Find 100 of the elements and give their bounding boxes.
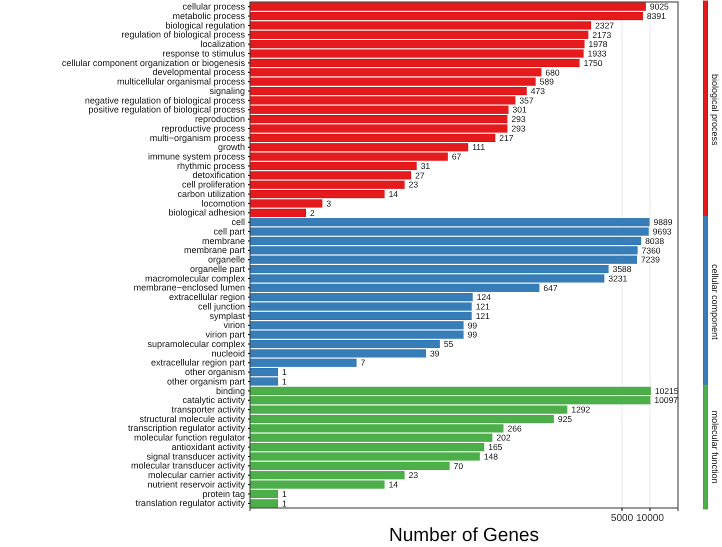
data-label: 680: [545, 67, 560, 78]
y-tick-label: transporter activity: [171, 404, 246, 414]
data-label: 8038: [645, 236, 664, 246]
y-tick-label: growth: [218, 142, 245, 152]
y-tick-label: negative regulation of biological process: [84, 95, 246, 106]
data-label: 9889: [654, 217, 673, 228]
y-tick-label: biological regulation: [165, 20, 245, 30]
y-tick-label: extracellular region part: [150, 358, 246, 368]
data-label: 23: [408, 180, 418, 190]
y-tick-label: cell part: [213, 226, 246, 236]
y-tick-label: other organism: [184, 367, 245, 378]
data-label: 293: [511, 114, 526, 124]
data-label: 3: [326, 198, 332, 208]
data-label: 99: [468, 330, 478, 340]
data-label: 39: [430, 348, 440, 358]
data-label: 10097: [654, 395, 678, 406]
y-tick-label: signaling: [209, 86, 245, 96]
y-tick-label: virion: [223, 320, 245, 330]
y-tick-label: developmental process: [152, 67, 246, 78]
y-tick-label: localization: [200, 39, 245, 50]
data-label: 301: [512, 104, 527, 115]
y-tick-label: reproduction: [194, 114, 245, 124]
y-tick-label: locomotion: [201, 198, 245, 208]
data-label: 1: [282, 488, 287, 499]
data-label: 121: [476, 302, 490, 312]
data-label: 1292: [571, 404, 591, 415]
y-tick-label: metabolic process: [172, 10, 246, 21]
x-tick-label: 5000: [610, 513, 634, 524]
data-label: 1: [282, 498, 287, 508]
y-tick-label: immune system process: [148, 151, 246, 162]
data-label: 266: [508, 423, 522, 434]
y-tick-label: membrane−enclosed lumen: [134, 282, 245, 293]
x-tick-label: 10000: [636, 513, 664, 524]
y-tick-label: symplast: [209, 310, 246, 321]
data-label: 357: [519, 95, 534, 106]
data-label: 1: [282, 367, 287, 378]
data-label: 925: [558, 414, 572, 424]
data-label: 7: [360, 358, 366, 368]
y-tick-label: molecular carrier activity: [148, 470, 246, 480]
y-tick-label: cellular process: [182, 2, 246, 12]
data-label: 14: [388, 189, 398, 200]
y-tick-label: regulation of biological process: [121, 30, 246, 40]
y-tick-label: catalytic activity: [182, 395, 246, 406]
y-tick-label: membrane part: [184, 245, 246, 256]
y-tick-label: signal transducer activity: [146, 451, 246, 462]
y-tick-label: other organism part: [166, 376, 246, 386]
y-tick-label: binding: [216, 386, 245, 396]
data-label: 23: [408, 470, 418, 480]
y-tick-label: response to stimulus: [162, 48, 246, 58]
y-tick-label: molecular function regulator: [134, 432, 245, 443]
data-label: 1: [282, 376, 287, 386]
data-label: 2173: [592, 30, 612, 40]
y-tick-label: nucleoid: [211, 348, 245, 358]
data-label: 124: [476, 292, 492, 302]
data-label: 647: [543, 282, 558, 293]
data-label: 148: [484, 451, 498, 462]
y-tick-label: organelle: [208, 254, 245, 265]
data-label: 202: [496, 432, 511, 443]
group-legend: biological process cellular component molecular function: [703, 0, 720, 510]
y-tick-label: protein tag: [202, 488, 245, 499]
y-tick-label: membrane: [202, 236, 245, 246]
data-label: 121: [476, 310, 490, 321]
y-tick-label: transcription regulator activity: [128, 423, 246, 434]
data-label: 3231: [608, 273, 628, 284]
y-tick-label: reproductive process: [161, 123, 246, 134]
data-label: 1933: [588, 48, 607, 59]
data-label: 9693: [652, 226, 672, 237]
data-label: 70: [454, 460, 464, 471]
data-label: 3588: [612, 264, 632, 274]
data-label: 111: [472, 142, 486, 152]
y-tick-label: macromolecular complex: [144, 273, 246, 284]
data-label: 217: [499, 132, 514, 143]
data-label: 589: [540, 76, 554, 87]
data-label: 7239: [640, 254, 660, 265]
data-label: 293: [511, 123, 526, 134]
y-tick-label: cell proliferation: [182, 180, 245, 190]
data-label: 1750: [584, 58, 603, 68]
y-tick-label: rhythmic process: [176, 160, 246, 171]
data-label: 473: [530, 86, 546, 96]
y-tick-label: multicellular organismal process: [116, 76, 246, 87]
data-label: 7360: [642, 245, 661, 256]
x-axis-title: Number of Genes: [389, 525, 539, 546]
data-label: 10215: [654, 386, 679, 396]
data-label: 27: [415, 170, 425, 180]
y-tick-label: cell: [231, 217, 245, 228]
y-tick-label: detoxification: [192, 170, 245, 180]
y-tick-label: biological adhesion: [168, 208, 245, 218]
y-tick-label: positive regulation of biological process: [88, 104, 246, 115]
y-tick-label: cellular component organization or biogenesis: [62, 58, 246, 68]
data-label: 165: [488, 442, 503, 452]
y-tick-label: molecular transducer activity: [130, 460, 246, 471]
data-label: 1978: [588, 39, 608, 50]
y-tick-label: carbon utilization: [177, 188, 245, 199]
data-label: 14: [388, 480, 398, 490]
y-tick-label: translation regulator activity: [135, 498, 246, 508]
data-label: 31: [420, 160, 430, 171]
data-label: 55: [444, 338, 454, 349]
y-tick-label: structural molecule activity: [139, 414, 246, 424]
y-tick-label: extracellular region: [168, 292, 245, 302]
y-tick-label: virion part: [205, 330, 246, 340]
